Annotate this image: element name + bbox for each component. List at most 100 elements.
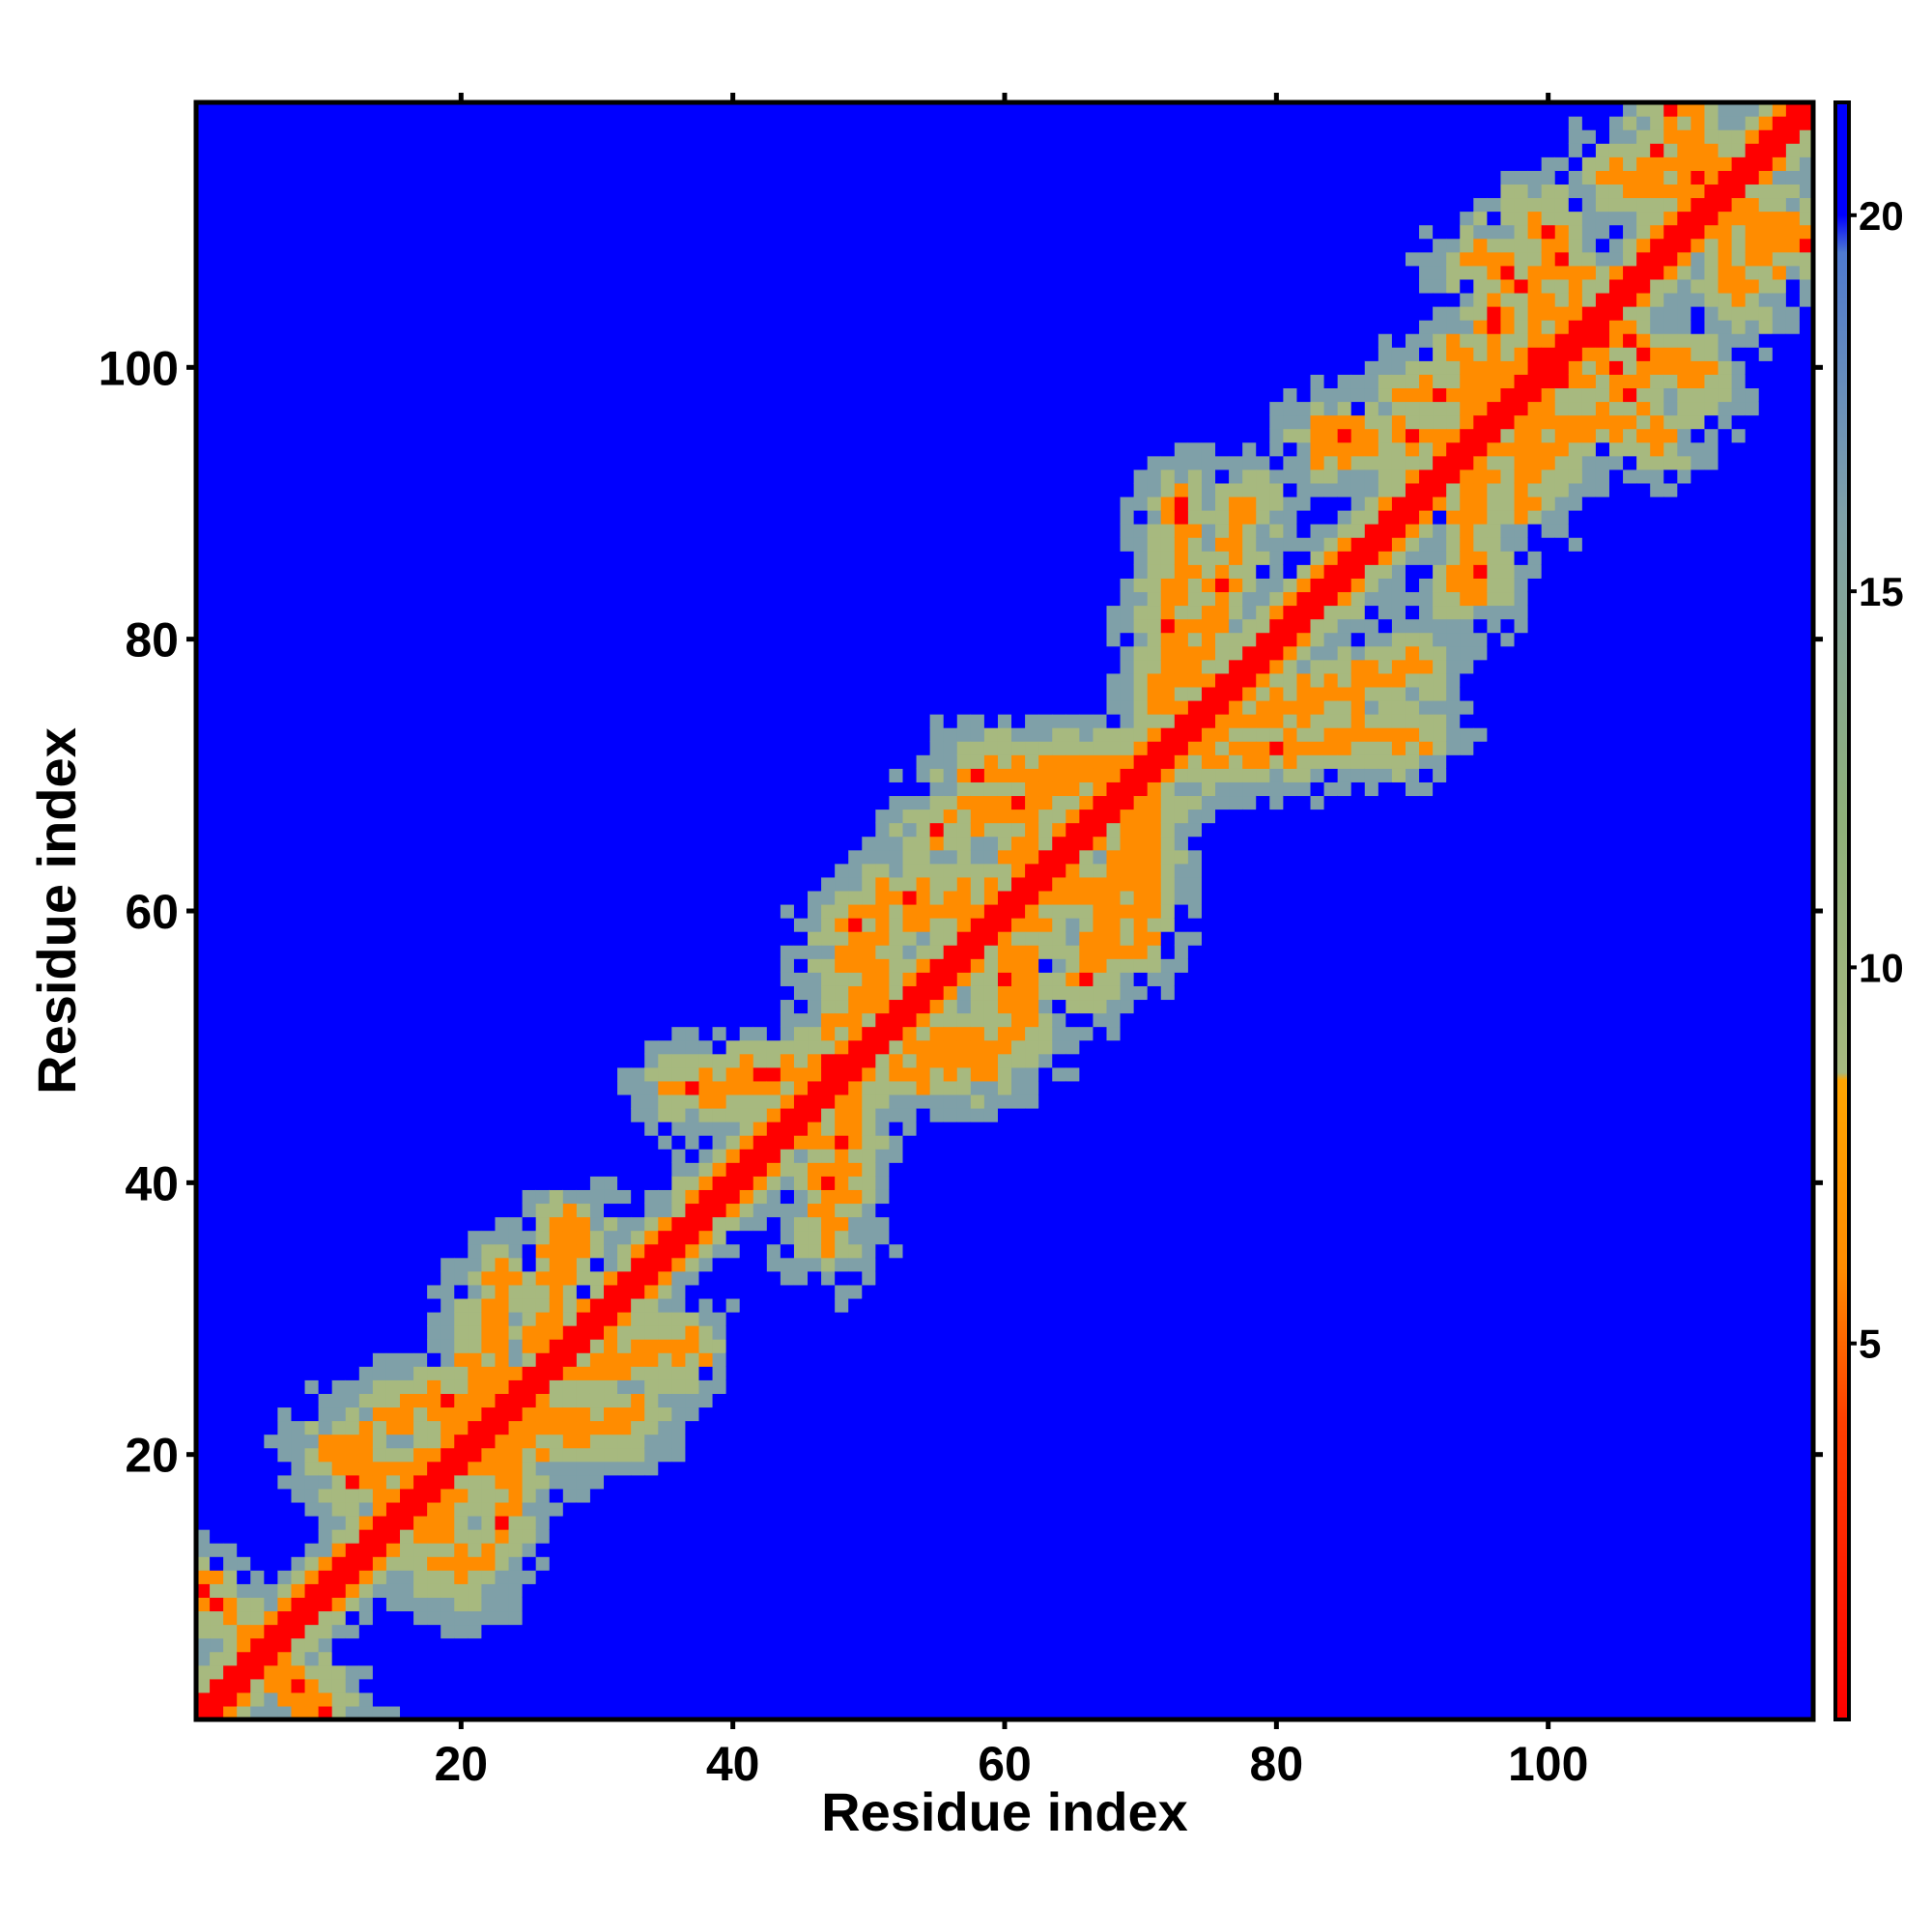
heatmap-cell: [753, 374, 768, 389]
heatmap-cell: [358, 754, 374, 769]
heatmap-cell: [304, 455, 320, 470]
heatmap-cell: [685, 414, 700, 430]
heatmap-cell: [250, 102, 265, 117]
heatmap-cell: [617, 727, 632, 742]
heatmap-cell: [413, 102, 428, 117]
heatmap-cell: [725, 836, 741, 851]
heatmap-cell: [604, 686, 618, 701]
heatmap-cell: [210, 1135, 224, 1150]
heatmap-cell: [576, 876, 591, 892]
heatmap-cell: [589, 455, 605, 470]
heatmap-cell: [522, 1570, 537, 1584]
heatmap-cell: [604, 1488, 618, 1503]
heatmap-cell: [562, 387, 578, 403]
heatmap-cell: [413, 292, 428, 307]
heatmap-cell: [210, 754, 224, 769]
heatmap-cell: [210, 1012, 224, 1028]
heatmap-cell: [631, 537, 645, 552]
heatmap-cell: [685, 524, 700, 538]
heatmap-cell: [671, 1447, 687, 1463]
heatmap-cell: [345, 645, 360, 661]
heatmap-cell: [237, 1026, 251, 1041]
heatmap-cell: [495, 1637, 510, 1653]
heatmap-cell: [210, 849, 224, 865]
heatmap-cell: [495, 1094, 510, 1109]
heatmap-cell: [223, 211, 238, 226]
heatmap-cell: [562, 414, 578, 430]
heatmap-cell: [685, 211, 700, 226]
heatmap-cell: [522, 537, 537, 552]
heatmap-cell: [495, 1189, 510, 1205]
heatmap-cell: [739, 1053, 754, 1068]
heatmap-cell: [617, 360, 632, 375]
heatmap-cell: [400, 1583, 414, 1598]
heatmap-cell: [345, 1664, 360, 1680]
heatmap-cell: [440, 184, 455, 199]
heatmap-cell: [576, 564, 591, 579]
heatmap-cell: [589, 741, 605, 755]
heatmap-cell: [725, 387, 741, 403]
heatmap-cell: [576, 265, 591, 280]
heatmap-cell: [508, 1066, 524, 1082]
heatmap-cell: [413, 918, 428, 932]
heatmap-cell: [522, 292, 537, 307]
heatmap-cell: [372, 129, 387, 144]
heatmap-cell: [753, 1094, 768, 1109]
heatmap-cell: [264, 1678, 279, 1693]
heatmap-cell: [589, 1366, 605, 1380]
heatmap-cell: [644, 387, 659, 403]
heatmap-cell: [196, 482, 211, 497]
heatmap-cell: [658, 849, 672, 865]
heatmap-cell: [753, 347, 768, 361]
heatmap-cell: [549, 958, 564, 973]
heatmap-cell: [562, 985, 578, 1001]
heatmap-cell: [277, 890, 293, 905]
heatmap-cell: [698, 1379, 714, 1394]
heatmap-cell: [223, 1543, 238, 1557]
heatmap-cell: [385, 1461, 401, 1476]
heatmap-cell: [549, 645, 564, 661]
heatmap-cell: [535, 292, 551, 307]
heatmap-cell: [753, 524, 768, 538]
heatmap-cell: [454, 1624, 469, 1639]
heatmap-cell: [522, 686, 537, 701]
heatmap-cell: [671, 129, 687, 144]
heatmap-cell: [468, 510, 483, 525]
heatmap-cell: [712, 184, 727, 199]
heatmap-cell: [468, 699, 483, 715]
heatmap-cell: [454, 1122, 469, 1136]
heatmap-cell: [617, 1080, 632, 1095]
heatmap-cell: [440, 686, 455, 701]
heatmap-cell: [250, 496, 265, 511]
heatmap-cell: [400, 1039, 414, 1055]
heatmap-cell: [358, 510, 374, 525]
heatmap-cell: [549, 1066, 564, 1082]
heatmap-cell: [712, 1366, 727, 1380]
heatmap-cell: [358, 387, 374, 403]
heatmap-cell: [753, 781, 768, 797]
heatmap-cell: [400, 156, 414, 171]
heatmap-cell: [739, 699, 754, 715]
heatmap-cell: [400, 1094, 414, 1109]
heatmap-cell: [631, 945, 645, 959]
heatmap-cell: [671, 1543, 687, 1557]
heatmap-cell: [631, 265, 645, 280]
heatmap-cell: [725, 918, 741, 932]
heatmap-cell: [631, 699, 645, 715]
heatmap-cell: [277, 1664, 293, 1680]
heatmap-cell: [698, 524, 714, 538]
heatmap-cell: [250, 1284, 265, 1299]
heatmap-cell: [562, 714, 578, 728]
heatmap-cell: [318, 374, 333, 389]
heatmap-cell: [495, 551, 510, 565]
heatmap-cell: [535, 999, 551, 1014]
heatmap-cell: [698, 1352, 714, 1367]
heatmap-cell: [468, 972, 483, 986]
heatmap-cell: [413, 360, 428, 375]
heatmap-cell: [210, 1270, 224, 1286]
heatmap-cell: [495, 1474, 510, 1490]
heatmap-cell: [440, 292, 455, 307]
heatmap-cell: [372, 699, 387, 715]
heatmap-cell: [522, 1420, 537, 1435]
heatmap-cell: [237, 278, 251, 294]
